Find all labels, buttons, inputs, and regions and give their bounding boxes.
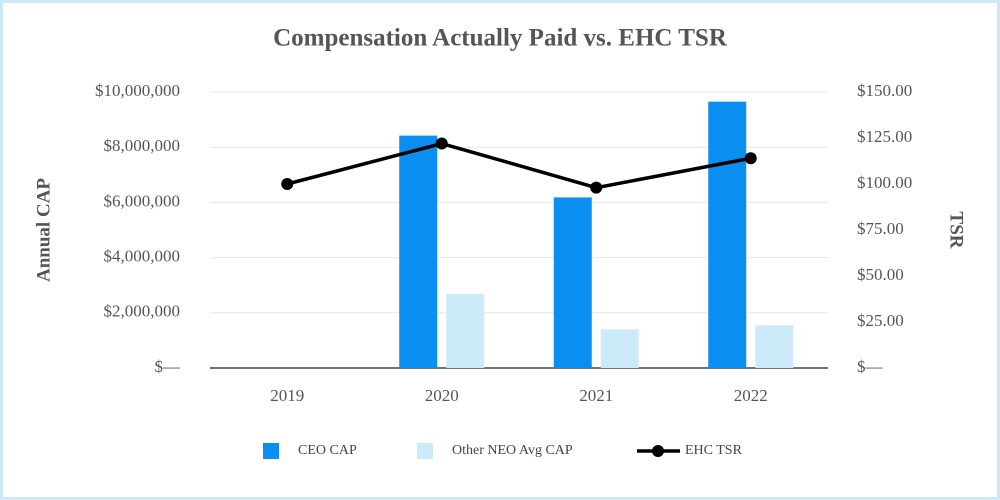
- y-tick-label: $2,000,000: [104, 302, 181, 321]
- bar: [600, 329, 639, 368]
- y-tick-label: $10,000,000: [95, 81, 180, 100]
- bar: [755, 325, 794, 368]
- y2-tick-label: $100.00: [857, 173, 912, 192]
- marker: [435, 137, 448, 150]
- marker: [744, 152, 757, 165]
- marker: [590, 181, 603, 194]
- y2-tick-label: $—: [857, 357, 884, 376]
- legend-label: Other NEO Avg CAP: [452, 443, 573, 458]
- y2-tick-label: $125.00: [857, 127, 912, 146]
- chart-title: Compensation Actually Paid vs. EHC TSR: [273, 25, 728, 52]
- x-tick-label: 2021: [579, 386, 613, 405]
- y-tick-label: $8,000,000: [104, 136, 181, 155]
- x-tick-label: 2020: [425, 386, 459, 405]
- legend-swatch: [417, 443, 433, 459]
- bar: [708, 101, 747, 368]
- y-axis-title: Annual CAP: [33, 178, 54, 282]
- line: [286, 141, 752, 190]
- marker: [281, 178, 294, 190]
- legend-marker: [652, 445, 664, 457]
- x-tick-label: 2022: [734, 386, 768, 405]
- y-tick-label: $6,000,000: [104, 191, 181, 210]
- bar: [446, 294, 485, 368]
- y2-axis-title: TSR: [946, 212, 967, 249]
- bar: [553, 197, 592, 368]
- legend-swatch: [263, 443, 279, 459]
- y-tick-label: $4,000,000: [104, 247, 181, 266]
- y2-tick-label: $75.00: [857, 219, 904, 238]
- legend-label: CEO CAP: [298, 443, 357, 458]
- x-tick-label: 2019: [270, 386, 304, 405]
- y2-tick-label: $50.00: [857, 265, 904, 284]
- y2-tick-label: $25.00: [857, 311, 904, 330]
- y-tick-label: $—: [155, 357, 182, 376]
- y2-tick-label: $150.00: [857, 81, 912, 100]
- legend-label: EHC TSR: [685, 443, 743, 458]
- bar: [399, 135, 438, 368]
